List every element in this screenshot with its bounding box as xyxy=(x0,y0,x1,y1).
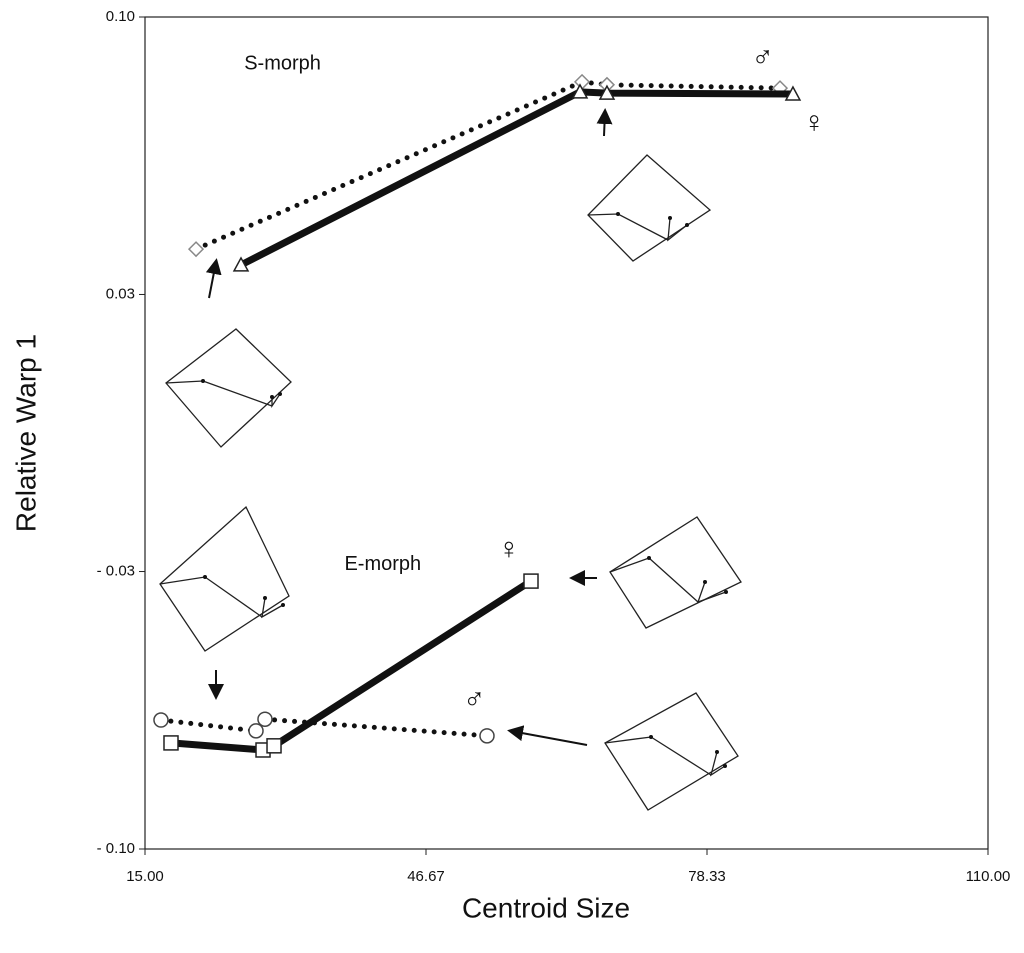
triangle-marker xyxy=(232,256,250,272)
y-tick-label: - 0.03 xyxy=(97,562,135,579)
shape-inset xyxy=(159,505,290,652)
annotation: ♀ xyxy=(498,533,521,566)
series-line xyxy=(170,578,533,754)
circle-marker xyxy=(479,728,495,744)
series-line xyxy=(158,716,490,739)
plot-frame xyxy=(144,16,989,850)
annotation: ♂ xyxy=(751,41,774,74)
square-marker xyxy=(163,735,179,751)
series-line xyxy=(193,79,783,252)
triangle-marker xyxy=(598,84,616,100)
arrows xyxy=(205,108,613,746)
shape-inset xyxy=(609,516,742,629)
y-tick-label: 0.03 xyxy=(106,285,135,302)
circle-marker xyxy=(153,712,169,728)
x-tick-label: 15.00 xyxy=(126,868,164,885)
diamond-marker xyxy=(573,73,591,90)
annotation: ♂ xyxy=(463,683,486,716)
shape-inset xyxy=(165,328,292,448)
shape-inset xyxy=(587,154,712,262)
square-marker xyxy=(523,573,539,589)
y-tick-label: 0.10 xyxy=(106,8,135,25)
x-tick-label: 78.33 xyxy=(688,868,726,885)
x-tick-label: 46.67 xyxy=(407,868,445,885)
circle-marker xyxy=(257,711,273,727)
y-tick-label: - 0.10 xyxy=(97,840,135,857)
y-axis-title: Relative Warp 1 xyxy=(10,334,41,532)
x-axis-title: Centroid Size xyxy=(462,892,630,923)
series-line xyxy=(239,88,793,269)
annotation: ♀ xyxy=(803,106,826,139)
shape-inset xyxy=(604,692,739,811)
annotation: S-morph xyxy=(244,53,321,75)
annotation: E-morph xyxy=(344,553,421,575)
x-tick-label: 110.00 xyxy=(966,868,1011,885)
square-marker xyxy=(266,738,282,754)
triangle-marker xyxy=(784,85,802,101)
diamond-marker xyxy=(187,241,205,258)
circle-marker xyxy=(248,723,264,739)
triangle-marker xyxy=(571,83,589,99)
